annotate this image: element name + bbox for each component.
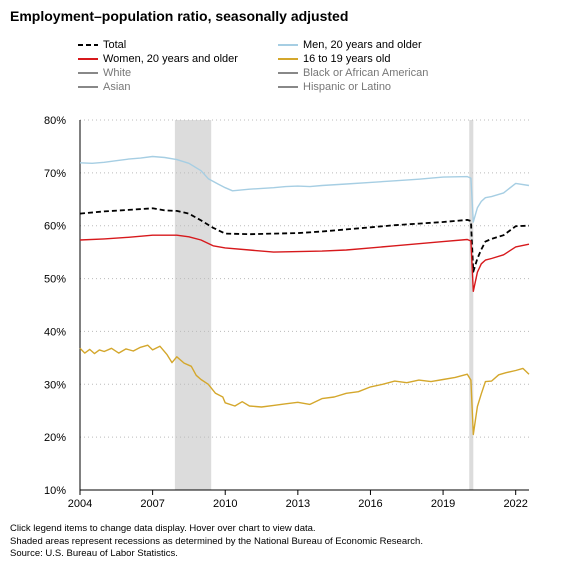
x-tick-label: 2013	[286, 498, 310, 510]
line-chart[interactable]: 10% 20% 30% 40% 50% 60% 70% 80% 2004 2007 2010 2013…	[0, 110, 580, 515]
chart-notes: Click legend items to change data displa…	[10, 523, 423, 561]
legend-swatch-asian-icon	[78, 86, 98, 88]
x-tick-label: 2019	[431, 498, 455, 510]
legend-swatch-total-icon	[78, 44, 98, 46]
legend-swatch-teens-icon	[278, 58, 298, 60]
legend-label-total: Total	[103, 39, 127, 51]
x-tick-label: 2016	[358, 498, 382, 510]
legend-swatch-men-icon	[278, 44, 298, 46]
y-tick-label: 20%	[44, 432, 66, 444]
x-tick-label: 2010	[213, 498, 237, 510]
legend-label-white: White	[103, 67, 132, 79]
y-tick-label: 60%	[44, 221, 66, 233]
y-tick-label: 10%	[44, 485, 66, 497]
series-line-1	[79, 155, 530, 223]
series-line-2	[79, 234, 530, 292]
x-tick-label: 2022	[503, 498, 527, 510]
y-tick-label: 80%	[44, 115, 66, 127]
legend-swatch-women-icon	[78, 58, 98, 60]
legend-label-asian: Asian	[103, 81, 131, 93]
legend-swatch-black-icon	[278, 72, 298, 74]
chart-title: Employment–population ratio, seasonally …	[10, 8, 349, 24]
y-tick-label: 70%	[44, 168, 66, 180]
series-line-3	[79, 344, 530, 436]
y-tick-label: 40%	[44, 326, 66, 338]
legend-label-teens: 16 to 19 years old	[303, 53, 391, 65]
legend-swatch-hispanic-icon	[278, 86, 298, 88]
recession-band-0	[174, 120, 212, 490]
y-tick-label: 50%	[44, 274, 66, 286]
x-tick-label: 2004	[68, 498, 92, 510]
legend-swatch-white-icon	[78, 72, 98, 74]
legend-label-black: Black or African American	[303, 67, 429, 79]
recession-band-1	[469, 120, 474, 490]
legend-label-hispanic: Hispanic or Latino	[303, 81, 392, 93]
legend-label-men: Men, 20 years and older	[303, 39, 422, 51]
note-recessions: Shaded areas represent recessions as det…	[10, 535, 423, 547]
x-tick-label: 2007	[140, 498, 164, 510]
legend-label-women: Women, 20 years and older	[103, 53, 238, 65]
series-line-0	[79, 207, 530, 273]
note-source: Source: U.S. Bureau of Labor Statistics.	[10, 548, 178, 559]
note-instructions: Click legend items to change data displa…	[10, 523, 316, 534]
y-tick-label: 30%	[44, 379, 66, 391]
